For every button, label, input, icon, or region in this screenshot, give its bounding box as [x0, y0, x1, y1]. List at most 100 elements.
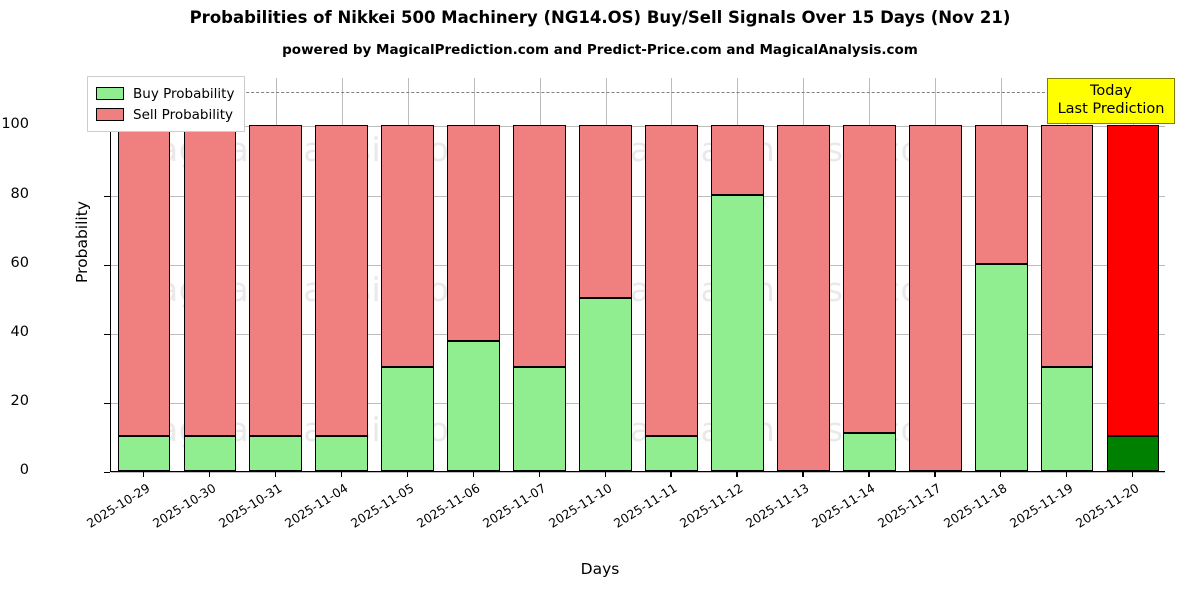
x-tick-mark	[1066, 472, 1068, 477]
plot-area: MagicalAnalysis.com MagicalAnalysis.com …	[110, 78, 1165, 473]
bar-segment-sell[interactable]	[447, 125, 501, 342]
bar-segment-buy[interactable]	[1106, 436, 1160, 471]
bar-group[interactable]	[645, 77, 698, 471]
chart-subtitle: powered by MagicalPrediction.com and Pre…	[282, 42, 918, 58]
x-tick-mark	[1132, 472, 1134, 477]
y-gridline	[111, 126, 1165, 128]
y-gridline	[111, 264, 1165, 266]
legend-label-sell: Sell Probability	[133, 106, 234, 123]
today-annotation-line1: Today	[1090, 83, 1132, 99]
bar-group[interactable]	[315, 77, 369, 471]
x-tick-label: 2025-11-11	[611, 481, 680, 531]
bar-segment-sell[interactable]	[1040, 125, 1094, 368]
bar-group[interactable]	[381, 77, 435, 471]
bar-segment-buy[interactable]	[117, 436, 171, 471]
bar-group[interactable]	[447, 77, 501, 471]
y-tick-label: 80	[10, 185, 29, 202]
bar-group[interactable]	[1040, 77, 1094, 471]
x-tick-mark	[934, 472, 936, 477]
chart-title: Probabilities of Nikkei 500 Machinery (N…	[189, 8, 1011, 27]
y-tick-mark	[104, 333, 110, 336]
reference-line	[111, 91, 1165, 93]
bar-segment-sell[interactable]	[513, 125, 566, 368]
bar-segment-buy[interactable]	[447, 341, 501, 471]
legend-item-sell[interactable]: Sell Probability	[96, 104, 234, 125]
y-gridline	[111, 333, 1165, 335]
bar-segment-sell[interactable]	[117, 125, 171, 437]
bar-group[interactable]	[579, 77, 632, 471]
x-tick-mark	[604, 472, 606, 477]
bar-segment-buy[interactable]	[579, 298, 632, 471]
bar-group[interactable]	[776, 77, 830, 471]
x-tick-label: 2025-11-18	[941, 481, 1010, 531]
x-tick-mark	[472, 472, 474, 477]
legend-label-buy: Buy Probability	[133, 85, 235, 102]
x-tick-mark	[670, 472, 672, 477]
y-gridline	[111, 472, 1165, 473]
bar-segment-buy[interactable]	[974, 263, 1028, 471]
bar-segment-sell[interactable]	[579, 125, 632, 299]
legend-item-buy[interactable]: Buy Probability	[96, 83, 234, 104]
x-tick-label: 2025-11-20	[1073, 481, 1142, 531]
legend-swatch-buy-icon	[96, 87, 124, 100]
bar-group[interactable]	[117, 77, 171, 471]
today-annotation: Today Last Prediction	[1047, 78, 1175, 125]
bar-segment-sell[interactable]	[776, 125, 830, 471]
legend: Buy Probability Sell Probability	[87, 76, 246, 132]
bar-segment-buy[interactable]	[645, 436, 698, 471]
y-tick-mark	[104, 195, 110, 197]
x-tick-mark	[736, 472, 738, 477]
bar-group[interactable]	[974, 77, 1028, 471]
x-tick-mark	[538, 472, 540, 477]
bar-segment-buy[interactable]	[711, 194, 764, 471]
bar-segment-buy[interactable]	[842, 432, 896, 471]
bar-series-layer	[111, 78, 1165, 471]
x-tick-mark	[208, 472, 211, 477]
bar-segment-sell[interactable]	[842, 125, 896, 433]
bar-segment-buy[interactable]	[315, 436, 369, 471]
bar-group[interactable]	[1106, 77, 1160, 471]
bar-segment-buy[interactable]	[249, 436, 303, 471]
bar-group[interactable]	[908, 77, 962, 471]
bar-group[interactable]	[842, 77, 896, 471]
x-tick-label: 2025-11-13	[743, 481, 812, 531]
x-tick-label: 2025-11-14	[809, 481, 878, 531]
bar-segment-sell[interactable]	[315, 125, 369, 437]
bar-segment-buy[interactable]	[513, 367, 566, 471]
today-annotation-line2: Last Prediction	[1057, 100, 1165, 117]
x-tick-mark	[340, 472, 343, 477]
y-tick-label: 20	[10, 392, 29, 409]
bar-group[interactable]	[249, 77, 303, 471]
bar-segment-sell[interactable]	[974, 125, 1028, 264]
bar-segment-sell[interactable]	[711, 125, 764, 195]
bar-segment-buy[interactable]	[381, 367, 435, 471]
x-tick-mark	[868, 472, 870, 477]
y-axis-title: Probability	[73, 201, 91, 283]
x-tick-label: 2025-10-29	[84, 481, 153, 531]
x-tick-label: 2025-11-06	[414, 481, 483, 531]
bar-segment-sell[interactable]	[645, 125, 698, 437]
bar-segment-sell[interactable]	[1106, 125, 1160, 437]
x-tick-mark	[406, 472, 409, 477]
y-tick-mark	[104, 472, 110, 474]
bar-segment-buy[interactable]	[183, 436, 237, 471]
y-tick-label: 100	[1, 116, 29, 133]
x-tick-label: 2025-11-17	[875, 481, 944, 531]
x-tick-label: 2025-11-19	[1007, 481, 1076, 531]
legend-swatch-sell-icon	[96, 108, 124, 121]
y-gridline	[111, 402, 1165, 404]
x-tick-label: 2025-11-04	[282, 481, 351, 531]
bar-segment-sell[interactable]	[183, 125, 237, 437]
bar-segment-sell[interactable]	[381, 125, 435, 368]
y-tick-label: 0	[19, 462, 29, 478]
y-tick-mark	[104, 402, 110, 405]
x-tick-mark	[274, 472, 277, 477]
bar-segment-sell[interactable]	[249, 125, 303, 437]
x-axis-title: Days	[580, 560, 620, 578]
bar-group[interactable]	[711, 77, 764, 471]
y-tick-mark	[104, 264, 110, 266]
bar-group[interactable]	[513, 77, 566, 471]
bar-segment-sell[interactable]	[908, 125, 962, 471]
bar-segment-buy[interactable]	[1040, 367, 1094, 471]
bar-group[interactable]	[183, 77, 237, 471]
